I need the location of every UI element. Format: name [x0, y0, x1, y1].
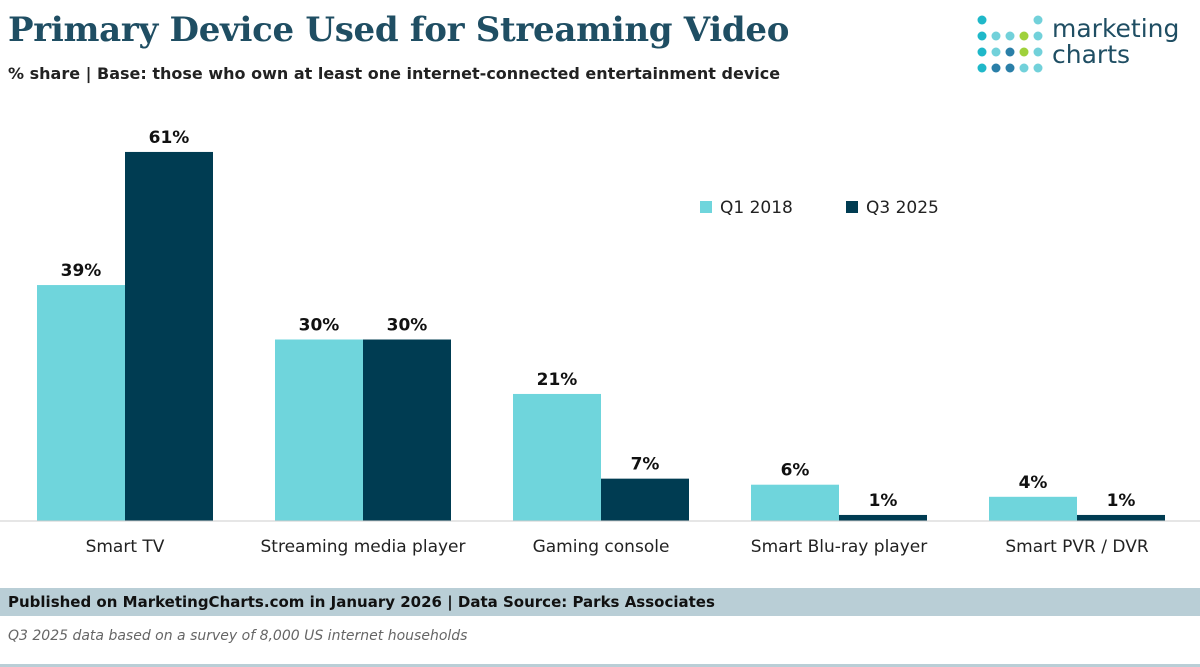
footer-bar: [0, 588, 1200, 616]
data-label-smart-blu-ray-player-q3-2025: 1%: [869, 491, 898, 511]
data-label-smart-tv-q3-2025: 61%: [149, 128, 190, 148]
bar-streaming-media-player-q3-2025: [363, 339, 451, 521]
logo-dot: [991, 63, 1001, 73]
bar-smart-pvr-dvr-q3-2025: [1077, 514, 1165, 521]
logo-dot: [1033, 47, 1043, 57]
footer-source: Published on MarketingCharts.com in Janu…: [8, 593, 715, 611]
logo-dot: [1005, 31, 1015, 41]
logo-dot: [977, 31, 987, 41]
logo-wordmark: marketing charts: [1052, 16, 1179, 68]
bar-smart-blu-ray-player-q1-2018: [751, 484, 839, 521]
data-label-smart-pvr-dvr-q3-2025: 1%: [1107, 491, 1136, 511]
logo-dot: [977, 15, 987, 25]
logo-dot: [1033, 63, 1043, 73]
chart-title: Primary Device Used for Streaming Video: [8, 10, 790, 50]
bar-smart-tv-q1-2018: [37, 285, 125, 521]
bar-smart-blu-ray-player-q3-2025: [839, 514, 927, 521]
data-label-streaming-media-player-q3-2025: 30%: [387, 316, 428, 336]
bar-streaming-media-player-q1-2018: [275, 339, 363, 521]
bar-chart: 39% 61% Smart TV 30% 30% Streaming media play…: [0, 128, 1200, 557]
logo-dot: [991, 47, 1001, 57]
logo-dot: [1005, 63, 1015, 73]
logo-dot: [1033, 15, 1043, 25]
data-label-smart-blu-ray-player-q1-2018: 6%: [781, 461, 810, 481]
legend-label-q3-2025: Q3 2025: [866, 198, 939, 218]
logo-line-2: charts: [1052, 40, 1131, 69]
legend-swatch-q1-2018: [700, 201, 712, 213]
logo-dot: [1005, 47, 1015, 57]
category-label-smart-tv: Smart TV: [86, 537, 165, 557]
logo-dot: [977, 47, 987, 57]
bar-smart-tv-q3-2025: [125, 151, 213, 521]
logo-dot: [1019, 31, 1029, 41]
category-label-gaming-console: Gaming console: [533, 537, 670, 557]
logo-dot: [991, 31, 1001, 41]
footer-note: Q3 2025 data based on a survey of 8,000 …: [8, 628, 468, 644]
logo-dot: [1019, 63, 1029, 73]
bar-gaming-console-q1-2018: [513, 393, 601, 521]
marketingcharts-logo: marketing charts: [976, 14, 1191, 76]
dot-grid-logo-icon: [977, 15, 1043, 73]
data-label-gaming-console-q1-2018: 21%: [537, 370, 578, 390]
bottom-border: [0, 664, 1200, 667]
category-label-smart-pvr-dvr: Smart PVR / DVR: [1005, 537, 1148, 557]
chart-subtitle: % share | Base: those who own at least o…: [8, 64, 781, 83]
logo-dot: [1019, 47, 1029, 57]
category-label-smart-blu-ray-player: Smart Blu-ray player: [751, 537, 927, 557]
data-label-smart-pvr-dvr-q1-2018: 4%: [1019, 473, 1048, 493]
legend: Q1 2018 Q3 2025: [700, 198, 939, 218]
bar-gaming-console-q3-2025: [601, 478, 689, 521]
legend-swatch-q3-2025: [846, 201, 858, 213]
legend-label-q1-2018: Q1 2018: [720, 198, 793, 218]
category-label-streaming-media-player: Streaming media player: [261, 537, 466, 557]
bar-smart-pvr-dvr-q1-2018: [989, 496, 1077, 521]
logo-dot: [977, 63, 987, 73]
data-label-streaming-media-player-q1-2018: 30%: [299, 316, 340, 336]
logo-dot: [1033, 31, 1043, 41]
data-label-smart-tv-q1-2018: 39%: [61, 261, 102, 281]
logo-line-1: marketing: [1052, 14, 1180, 43]
data-label-gaming-console-q3-2025: 7%: [631, 455, 660, 475]
